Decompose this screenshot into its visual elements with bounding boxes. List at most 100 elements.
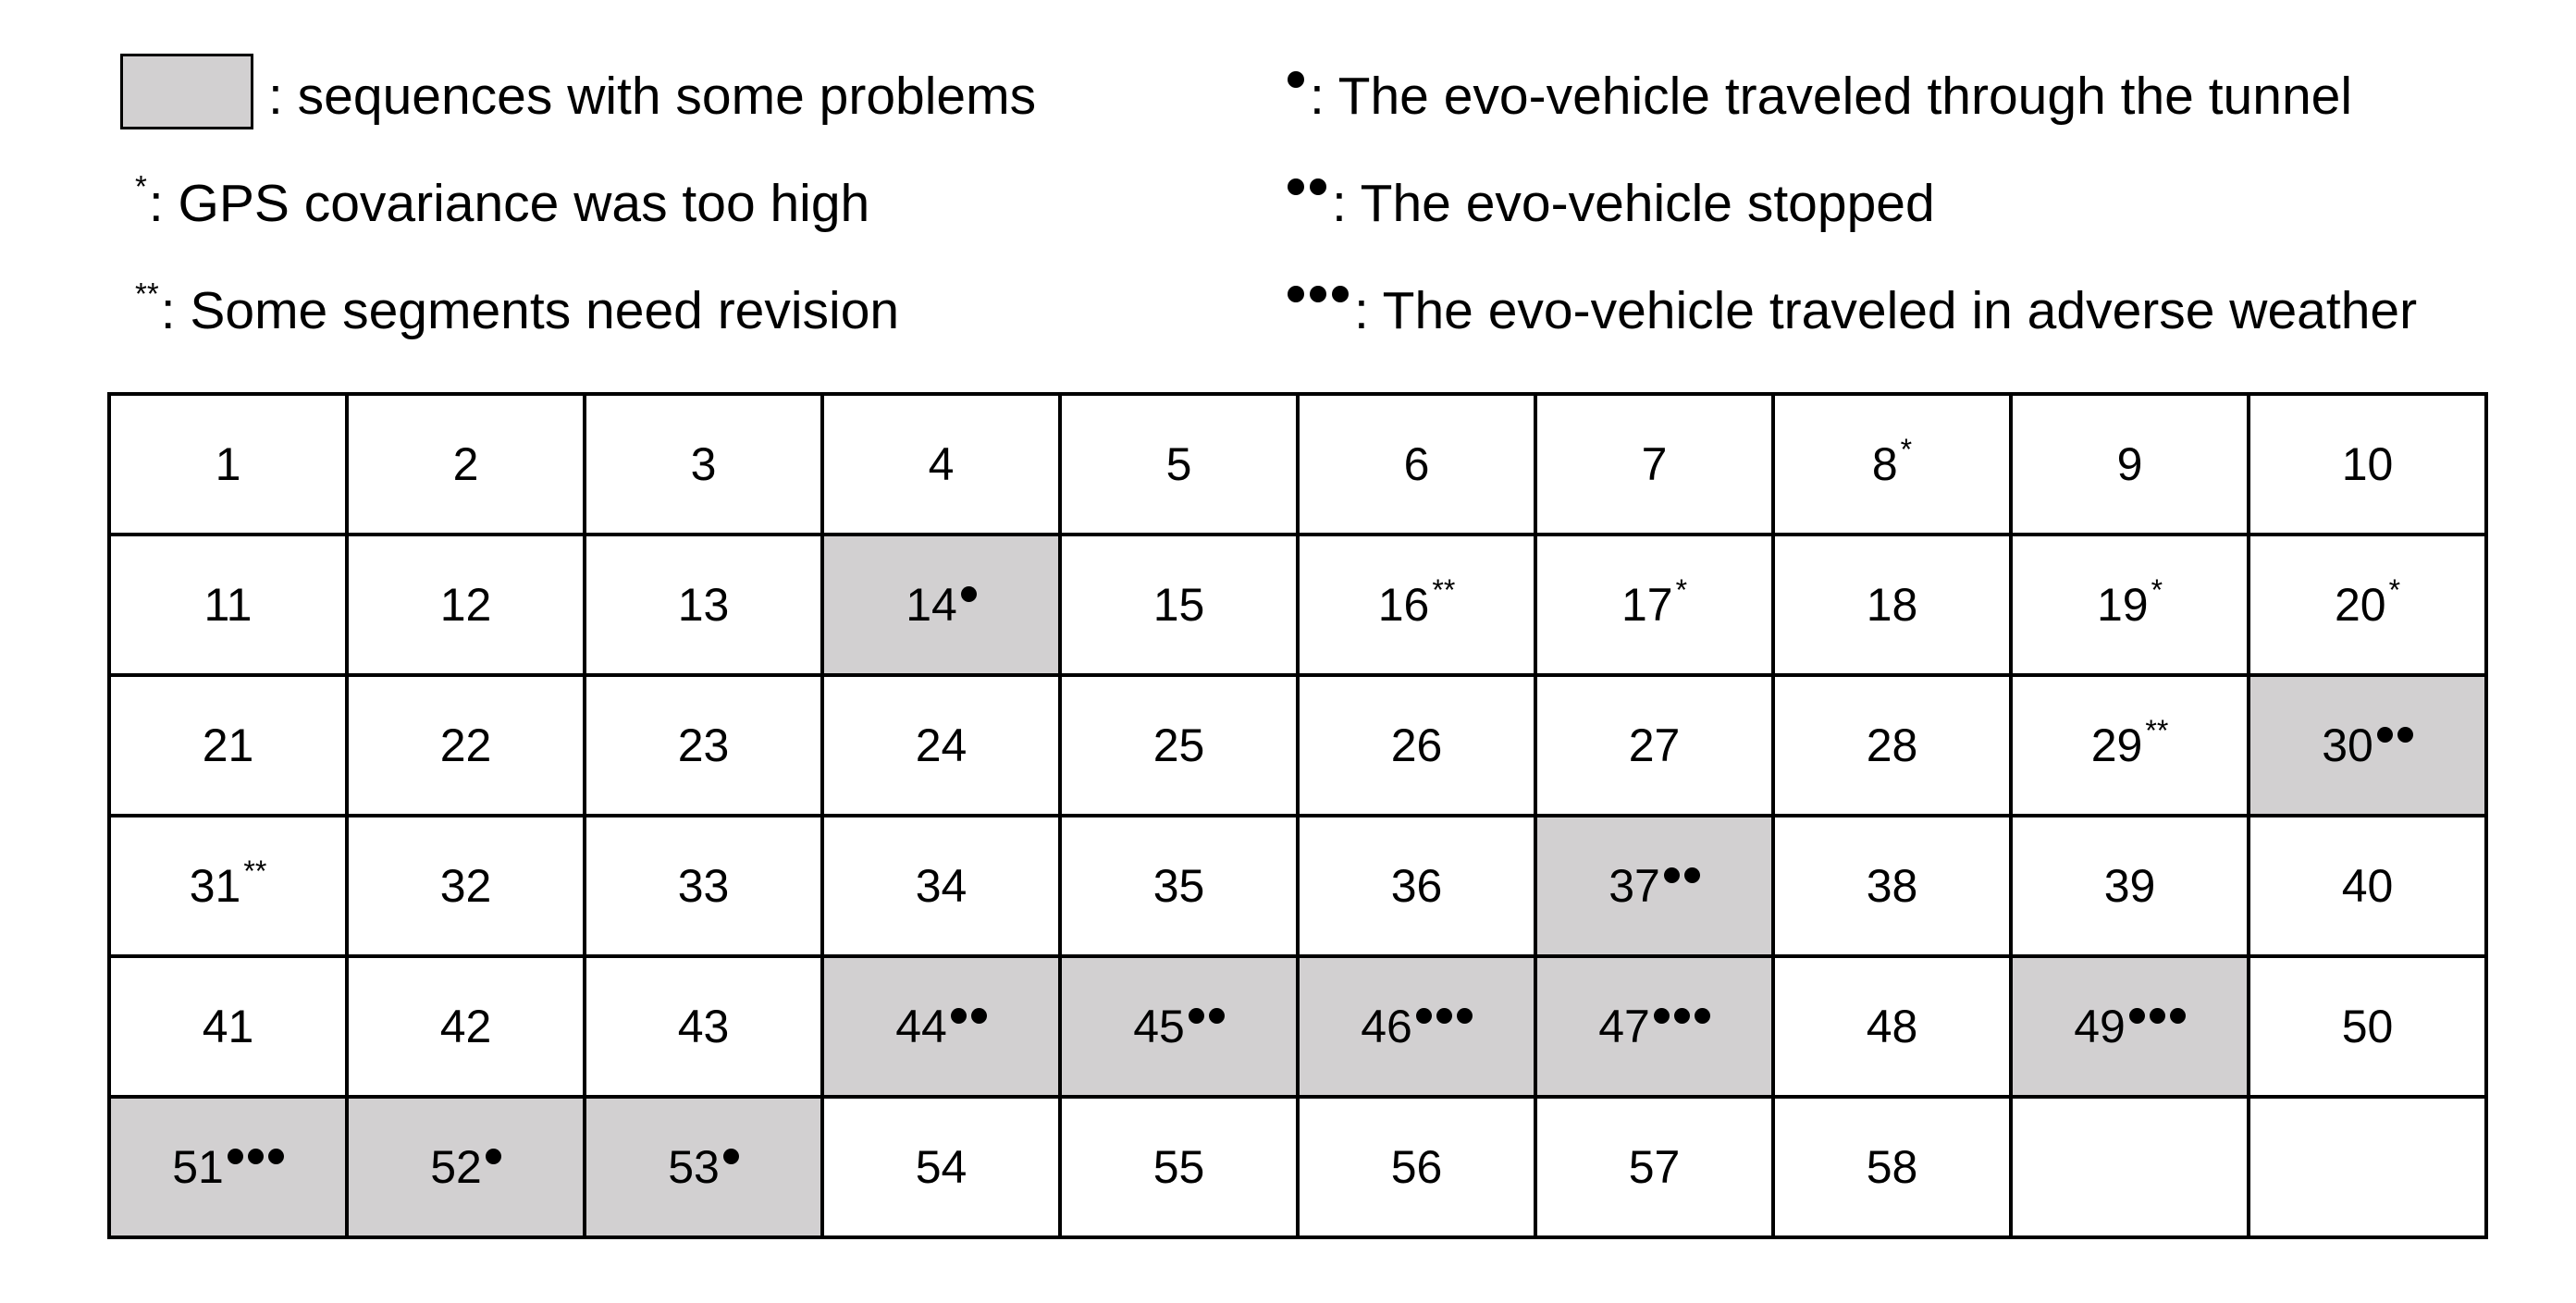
dot-icon xyxy=(1673,1008,1690,1024)
cell-content: 11 xyxy=(204,578,253,632)
sequence-number: 15 xyxy=(1152,579,1205,631)
sequence-number: 31 xyxy=(189,860,241,912)
sequence-number: 49 xyxy=(2074,1001,2126,1052)
empty-cell xyxy=(2247,1095,2488,1239)
sequence-cell-35: 35 xyxy=(1058,814,1300,958)
sequence-number: 32 xyxy=(439,860,492,912)
sequence-cell-30: 30 xyxy=(2247,673,2488,817)
cell-content: 20 * xyxy=(2334,573,2400,632)
cell-content: 9 xyxy=(2117,437,2143,491)
dot-icon xyxy=(2376,727,2393,743)
sequence-cell-41: 41 xyxy=(107,954,349,1099)
cell-content: 23 xyxy=(678,719,730,772)
cell-content: 15 xyxy=(1153,578,1205,632)
cell-content: 47 xyxy=(1598,1000,1710,1053)
sequence-number: 53 xyxy=(668,1141,720,1193)
cell-content: 46 xyxy=(1361,1000,1473,1053)
cell-content: 31 ** xyxy=(189,854,267,913)
sequence-number: 57 xyxy=(1628,1141,1681,1193)
legend-problem-text: : sequences with some problems xyxy=(268,67,1037,126)
sequence-number: 20 xyxy=(2334,579,2386,631)
dot-icon xyxy=(227,1149,243,1164)
sequence-cell-4: 4 xyxy=(820,392,1062,536)
cell-content: 10 xyxy=(2342,437,2394,491)
sequence-cell-42: 42 xyxy=(345,954,586,1099)
sequence-cell-9: 9 xyxy=(2009,392,2250,536)
sequence-number: 9 xyxy=(2116,438,2143,490)
cell-content: 49 xyxy=(2074,1000,2186,1053)
dot-marker-icon xyxy=(1663,867,1700,883)
cell-content: 35 xyxy=(1153,859,1205,913)
sequence-cell-51: 51 xyxy=(107,1095,349,1239)
cell-content: 16 ** xyxy=(1377,573,1456,632)
cell-content: 7 xyxy=(1642,437,1668,491)
sequence-cell-2: 2 xyxy=(345,392,586,536)
cell-content: 12 xyxy=(440,578,492,632)
cell-content: 6 xyxy=(1404,437,1430,491)
sequence-number: 3 xyxy=(690,438,717,490)
sequence-cell-46: 46 xyxy=(1296,954,1537,1099)
sequence-cell-16: 16 ** xyxy=(1296,533,1537,677)
sequence-number: 38 xyxy=(1866,860,1918,912)
dot-icon xyxy=(2397,727,2413,743)
sequence-number: 28 xyxy=(1866,719,1918,771)
sequence-number: 25 xyxy=(1152,719,1205,771)
dot-marker-icon xyxy=(2376,727,2413,743)
cell-content: 54 xyxy=(916,1140,968,1194)
cell-content: 50 xyxy=(2342,1000,2394,1053)
cell-content: 56 xyxy=(1391,1140,1443,1194)
sequence-number: 41 xyxy=(202,1001,254,1052)
cell-content: 40 xyxy=(2342,859,2394,913)
sequence-number: 14 xyxy=(906,579,957,631)
cell-content: 1 xyxy=(216,437,241,491)
sequence-number: 44 xyxy=(895,1001,947,1052)
sequence-number: 10 xyxy=(2341,438,2394,490)
sequence-cell-26: 26 xyxy=(1296,673,1537,817)
cell-content: 30 xyxy=(2322,719,2413,772)
dot-marker-icon xyxy=(1188,1008,1225,1024)
cell-content: 4 xyxy=(929,437,955,491)
sequence-number: 16 xyxy=(1377,579,1430,631)
dot-marker-icon xyxy=(722,1149,739,1164)
cell-content: 42 xyxy=(440,1000,492,1053)
sequence-cell-12: 12 xyxy=(345,533,586,677)
cell-content: 21 xyxy=(203,719,254,772)
sequence-cell-58: 58 xyxy=(1771,1095,2013,1239)
sequence-number: 47 xyxy=(1598,1001,1650,1052)
sequence-cell-6: 6 xyxy=(1296,392,1537,536)
legend-stopped-text: : The evo-vehicle stopped xyxy=(1332,174,1935,233)
sequence-cell-22: 22 xyxy=(345,673,586,817)
sequence-number: 43 xyxy=(677,1001,730,1052)
cell-content: 26 xyxy=(1391,719,1443,772)
sequence-cell-37: 37 xyxy=(1534,814,1775,958)
cell-content: 19 * xyxy=(2097,573,2163,632)
legend-gps-text: : GPS covariance was too high xyxy=(148,174,870,233)
sequence-cell-15: 15 xyxy=(1058,533,1300,677)
cell-content: 43 xyxy=(678,1000,730,1053)
sequence-number: 35 xyxy=(1152,860,1205,912)
asterisk-mark: * xyxy=(2388,573,2401,607)
dot-icon xyxy=(1208,1008,1225,1024)
sequence-cell-8: 8 * xyxy=(1771,392,2013,536)
sequence-cell-36: 36 xyxy=(1296,814,1537,958)
cell-content: 32 xyxy=(440,859,492,913)
sequence-cell-7: 7 xyxy=(1534,392,1775,536)
sequence-cell-48: 48 xyxy=(1771,954,2013,1099)
sequence-cell-53: 53 xyxy=(583,1095,824,1239)
cell-content: 24 xyxy=(916,719,968,772)
sequence-cell-32: 32 xyxy=(345,814,586,958)
sequence-number: 18 xyxy=(1866,579,1918,631)
sequence-cell-18: 18 xyxy=(1771,533,2013,677)
dot-icon xyxy=(2149,1008,2165,1024)
sequence-number: 7 xyxy=(1641,438,1668,490)
dot-icon xyxy=(1415,1008,1432,1024)
sequence-number: 1 xyxy=(215,438,241,490)
sequence-cell-28: 28 xyxy=(1771,673,2013,817)
sequence-number: 42 xyxy=(439,1001,492,1052)
sequence-cell-10: 10 xyxy=(2247,392,2488,536)
cell-content: 48 xyxy=(1867,1000,1918,1053)
dot-icon xyxy=(247,1149,264,1164)
sequence-number: 50 xyxy=(2341,1001,2394,1052)
dot-marker-icon xyxy=(950,1008,987,1024)
cell-content: 22 xyxy=(440,719,492,772)
